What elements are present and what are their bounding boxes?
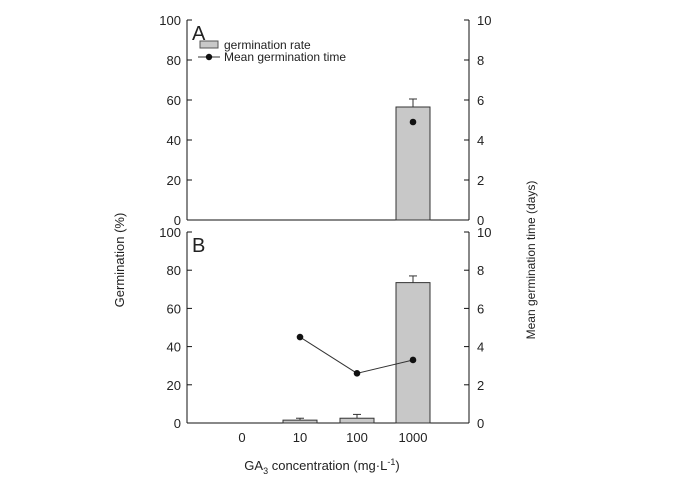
y-tick-right-label: 10 [477, 13, 491, 28]
panels-layer: 0204060801000246810A0204060801000246810B… [159, 13, 491, 445]
y-tick-left-label: 20 [167, 173, 181, 188]
y-tick-right-label: 0 [477, 213, 484, 228]
mgt-point-100 [353, 370, 361, 377]
y-tick-right-label: 8 [477, 53, 484, 68]
x-axis-label: GA3 concentration (mg·L-1) [244, 457, 399, 476]
y-tick-left-label: 0 [174, 213, 181, 228]
x-axis-label-sub: 3 [263, 466, 268, 476]
x-axis-label-sup: -1 [387, 457, 395, 467]
bar-1000 [395, 282, 431, 424]
y-tick-left-label: 40 [167, 133, 181, 148]
y-tick-right-label: 0 [477, 416, 484, 431]
x-axis-label-close: ) [395, 458, 399, 473]
y-tick-left-label: 40 [167, 340, 181, 355]
legend-line-label: Mean germination time [224, 50, 346, 64]
y-tick-right-label: 4 [477, 133, 484, 148]
y-tick-right-label: 2 [477, 173, 484, 188]
y-tick-left-label: 100 [159, 13, 181, 28]
y-tick-left-label: 80 [167, 263, 181, 278]
legend-line-marker [205, 53, 213, 61]
x-tick-label: 10 [293, 430, 307, 445]
x-tick-label: 0 [238, 430, 245, 445]
x-tick-label: 1000 [399, 430, 428, 445]
legend: germination rate Mean germination time [198, 38, 346, 64]
y-tick-left-label: 20 [167, 378, 181, 393]
mgt-point-10 [296, 333, 304, 341]
x-axis-label-rest: concentration (mg·L [268, 458, 387, 473]
bar-10 [282, 419, 318, 424]
y-axis-right-label: Mean germination time (days) [524, 181, 538, 340]
bar-100 [339, 417, 375, 424]
x-tick-label: 100 [346, 430, 368, 445]
y-tick-right-label: 10 [477, 225, 491, 240]
x-axis-label-main: GA [244, 458, 263, 473]
y-tick-right-label: 4 [477, 340, 484, 355]
y-tick-right-label: 6 [477, 301, 484, 316]
y-tick-right-label: 2 [477, 378, 484, 393]
y-tick-left-label: 60 [167, 301, 181, 316]
panel-letter-b: B [192, 235, 205, 257]
mgt-point-1000 [409, 356, 417, 364]
bar-1000 [395, 106, 431, 221]
y-tick-right-label: 6 [477, 93, 484, 108]
y-tick-left-label: 0 [174, 416, 181, 431]
legend-bar-swatch [199, 40, 219, 49]
y-axis-left-label: Germination (%) [112, 213, 127, 308]
panel-letter-a: A [192, 23, 206, 45]
y-tick-left-label: 100 [159, 225, 181, 240]
mgt-point-1000 [409, 118, 417, 126]
y-tick-right-label: 8 [477, 263, 484, 278]
y-tick-left-label: 60 [167, 93, 181, 108]
legend-bar-label: germination rate [224, 38, 311, 52]
panel-a: 0 20 40 60 80 100 0 2 4 6 8 10 A [159, 13, 491, 228]
y-tick-left-label: 80 [167, 53, 181, 68]
